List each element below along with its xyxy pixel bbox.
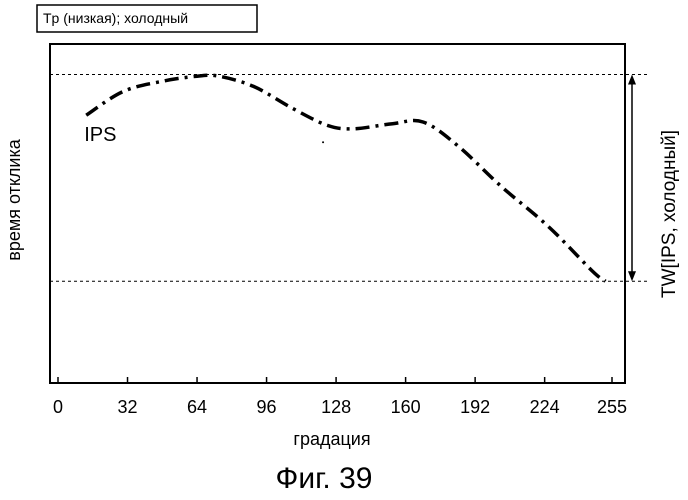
stray-point <box>322 141 324 143</box>
x-tick-label: 64 <box>187 397 207 417</box>
x-tick-label: 192 <box>460 397 490 417</box>
y-axis-label: время отклика <box>4 138 24 260</box>
tw-arrow-head-bottom <box>628 271 636 281</box>
tw-double-arrow <box>628 75 636 282</box>
x-tick-label: 224 <box>530 397 560 417</box>
x-tick-label: 128 <box>321 397 351 417</box>
tw-arrow-head-top <box>628 75 636 85</box>
chart: Tp (низкая); холодный IPS TW[IPS, холодн… <box>0 0 688 500</box>
x-axis-label: градация <box>293 429 370 449</box>
x-tick-label: 32 <box>118 397 138 417</box>
figure-caption: Фиг. 39 <box>276 462 373 495</box>
ips-series-label: IPS <box>84 124 116 146</box>
tw-annotation-label: TW[IPS, холодный] <box>659 130 680 298</box>
x-tick-label: 96 <box>257 397 277 417</box>
ips-series-line <box>86 75 605 281</box>
x-tick-label: 160 <box>391 397 421 417</box>
x-tick-label: 0 <box>53 397 63 417</box>
header-label-box: Tp (низкая); холодный <box>37 5 257 32</box>
header-label: Tp (низкая); холодный <box>43 10 188 26</box>
plot-frame <box>50 44 625 383</box>
x-tick-label: 255 <box>597 397 627 417</box>
